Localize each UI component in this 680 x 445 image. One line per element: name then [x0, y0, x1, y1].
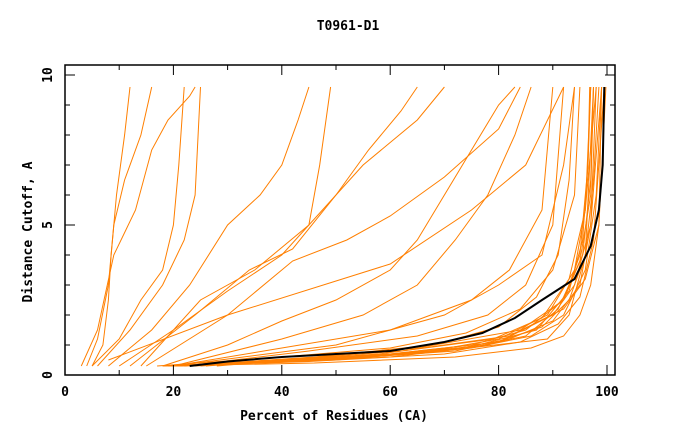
- model-series-line-4: [91, 86, 185, 367]
- tick-layer: 0 20 40 60 80 100 0 5 10: [41, 65, 619, 400]
- model-series-line-30: [162, 86, 603, 367]
- x-tick-label: 60: [382, 385, 398, 400]
- x-tick-label: 20: [166, 385, 182, 400]
- model-series-line-20: [184, 86, 600, 367]
- model-series-line-3: [80, 86, 196, 367]
- model-series-line-13: [173, 86, 554, 367]
- model-series-line-16: [108, 86, 565, 361]
- model-series-line-29: [178, 86, 575, 367]
- y-axis-label: Distance Cutoff, A: [21, 161, 36, 302]
- model-series-line-7: [118, 86, 332, 367]
- x-tick-label: 40: [274, 385, 290, 400]
- model-series-line-5: [97, 86, 201, 367]
- model-series-line-11: [162, 86, 516, 367]
- model-series-line-14: [184, 86, 565, 367]
- plot-frame: [64, 64, 616, 376]
- x-tick-label: 80: [491, 385, 507, 400]
- model-series-line-18: [162, 86, 597, 367]
- x-tick-label: 100: [595, 385, 619, 400]
- model-series-line-23: [173, 86, 605, 367]
- y-tick-label: 0: [41, 371, 56, 379]
- model-series-line-32: [173, 86, 594, 367]
- model-series-line-2: [86, 86, 153, 367]
- model-series-line-6: [108, 86, 310, 367]
- model-series-line-25: [167, 86, 597, 367]
- model-series-line-26: [195, 86, 592, 367]
- y-tick-label: 5: [41, 221, 56, 229]
- y-tick-label: 10: [41, 67, 56, 83]
- highlight-series-line: [189, 86, 606, 367]
- model-series-line-9: [140, 86, 445, 367]
- x-axis-label: Percent of Residues (CA): [240, 409, 428, 424]
- model-series-line-10: [146, 86, 521, 367]
- model-series-line-31: [216, 86, 594, 367]
- model-series-line-1: [91, 86, 131, 367]
- model-series-line-19: [173, 86, 603, 367]
- series-layer: [80, 86, 607, 367]
- model-series-line-12: [173, 86, 532, 367]
- model-series-line-15: [173, 86, 575, 367]
- chart-title: T0961-D1: [317, 19, 380, 34]
- x-tick-label: 0: [61, 385, 69, 400]
- model-series-line-8: [129, 86, 418, 367]
